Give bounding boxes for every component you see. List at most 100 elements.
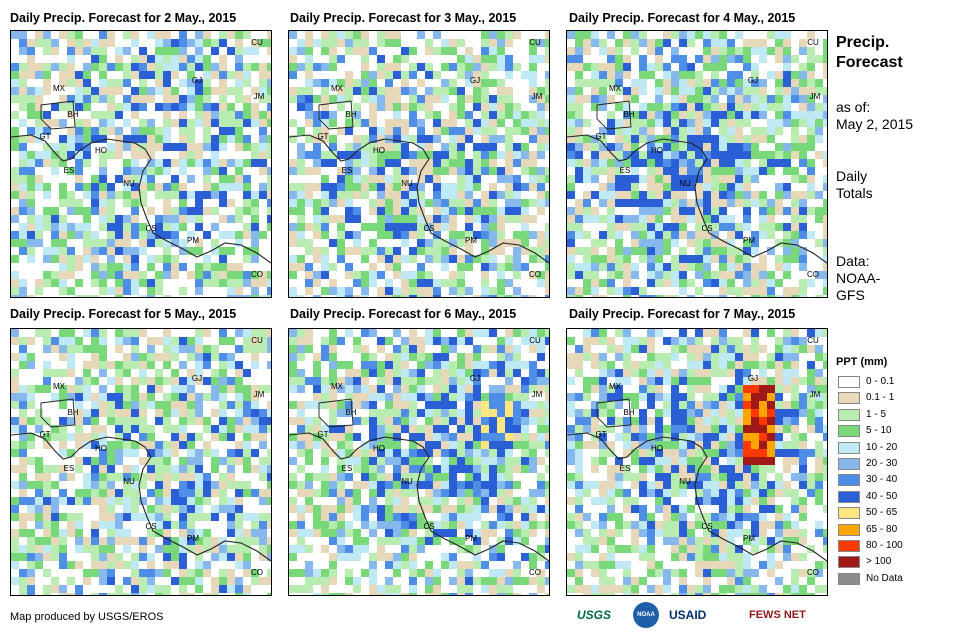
precip-cell xyxy=(607,401,615,409)
precip-cell xyxy=(305,545,313,553)
precip-cell xyxy=(473,63,481,71)
precip-cell xyxy=(385,215,393,223)
precip-cell xyxy=(321,111,329,119)
precip-cell xyxy=(67,127,75,135)
precip-cell xyxy=(369,223,377,231)
precip-cell xyxy=(305,433,313,441)
precip-cell xyxy=(687,361,695,369)
precip-cell xyxy=(361,457,369,465)
precip-cell xyxy=(537,183,545,191)
precip-cell xyxy=(67,433,75,441)
precip-cell xyxy=(11,231,19,239)
precip-cell xyxy=(679,345,687,353)
precip-cell xyxy=(131,401,139,409)
precip-cell xyxy=(583,231,591,239)
precip-cell xyxy=(43,127,51,135)
precip-cell xyxy=(35,127,43,135)
precip-cell xyxy=(465,183,473,191)
precip-cell xyxy=(251,361,259,369)
precip-cell xyxy=(647,159,655,167)
precip-cell xyxy=(297,585,305,593)
precip-cell xyxy=(433,167,441,175)
precip-cell xyxy=(19,337,27,345)
precip-cell xyxy=(409,353,417,361)
precip-cell xyxy=(575,247,583,255)
precip-cell xyxy=(823,329,827,337)
precip-cell xyxy=(369,441,377,449)
precip-cell xyxy=(187,497,195,505)
precip-cell xyxy=(321,353,329,361)
precip-cell xyxy=(91,199,99,207)
precip-cell xyxy=(513,127,521,135)
precip-cell xyxy=(329,529,337,537)
precip-cell xyxy=(497,497,505,505)
precip-cell xyxy=(481,577,489,585)
precip-cell xyxy=(51,521,59,529)
precip-cell xyxy=(607,385,615,393)
precip-cell xyxy=(473,167,481,175)
precip-cell xyxy=(393,537,401,545)
precip-cell xyxy=(11,537,19,545)
precip-cell xyxy=(631,473,639,481)
precip-cell xyxy=(807,401,815,409)
precip-cell xyxy=(767,135,775,143)
precip-cell xyxy=(417,271,425,279)
precip-cell xyxy=(11,553,19,561)
precip-cell xyxy=(687,103,695,111)
precip-cell xyxy=(401,545,409,553)
precip-cell xyxy=(401,529,409,537)
precip-cell xyxy=(297,433,305,441)
precip-cell xyxy=(481,63,489,71)
precip-cell xyxy=(123,63,131,71)
precip-cell xyxy=(123,393,131,401)
precip-cell xyxy=(361,247,369,255)
precip-cell xyxy=(107,199,115,207)
precip-cell xyxy=(227,505,235,513)
precip-cell xyxy=(305,489,313,497)
precip-cell xyxy=(203,473,211,481)
precip-cell xyxy=(735,167,743,175)
precip-cell xyxy=(51,47,59,55)
precip-cell xyxy=(639,111,647,119)
precip-cell xyxy=(735,473,743,481)
precip-cell xyxy=(537,55,545,63)
precip-cell xyxy=(43,279,51,287)
precip-cell xyxy=(639,55,647,63)
precip-cell xyxy=(147,337,155,345)
precip-cell xyxy=(441,441,449,449)
precip-cell xyxy=(735,271,743,279)
precip-cell xyxy=(235,71,243,79)
precip-cell xyxy=(139,87,147,95)
precip-cell xyxy=(807,31,815,39)
precip-cell xyxy=(679,159,687,167)
precip-cell xyxy=(631,191,639,199)
precip-cell xyxy=(59,151,67,159)
precip-cell xyxy=(457,111,465,119)
precip-cell xyxy=(473,151,481,159)
precip-cell xyxy=(187,95,195,103)
precip-cell xyxy=(361,537,369,545)
precip-cell xyxy=(799,441,807,449)
precip-cell xyxy=(711,79,719,87)
precip-cell xyxy=(639,191,647,199)
precip-cell xyxy=(719,481,727,489)
precip-cell xyxy=(583,345,591,353)
precip-cell xyxy=(687,71,695,79)
precip-cell xyxy=(823,95,827,103)
map-panel-1: MX BH GT HO ES NU CS PM CO CU JM GJ xyxy=(10,30,272,298)
precip-cell xyxy=(505,521,513,529)
precip-cell xyxy=(449,473,457,481)
precip-cell xyxy=(313,159,321,167)
precip-cell xyxy=(529,577,537,585)
precip-cell xyxy=(155,87,163,95)
precip-cell xyxy=(179,223,187,231)
precip-cell xyxy=(489,127,497,135)
precip-cell xyxy=(289,199,297,207)
precip-cell xyxy=(417,135,425,143)
precip-cell xyxy=(131,489,139,497)
precip-cell xyxy=(497,409,505,417)
precip-cell xyxy=(719,369,727,377)
precip-cell xyxy=(791,505,799,513)
precip-cell xyxy=(807,183,815,191)
precip-cell xyxy=(449,247,457,255)
